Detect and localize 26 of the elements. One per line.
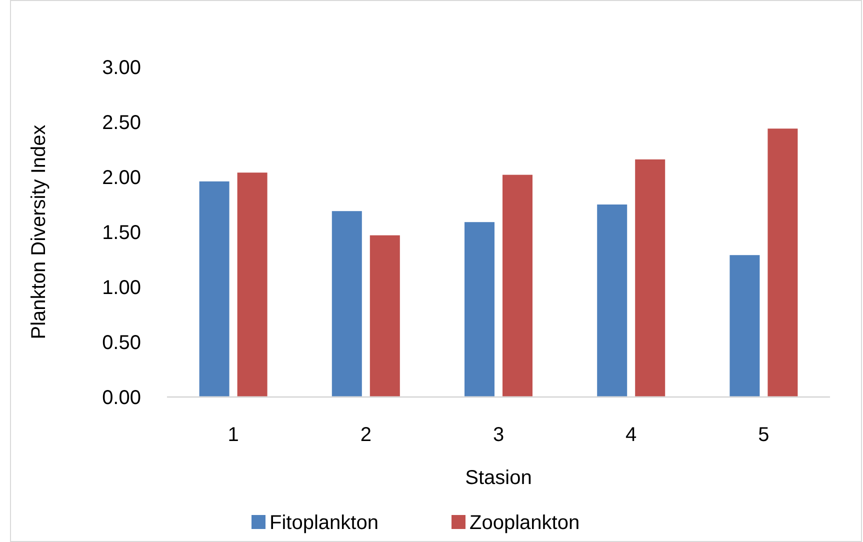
bar [635, 159, 666, 397]
y-tick-label: 3.00 [102, 57, 141, 79]
y-tick-label: 0.00 [102, 387, 141, 409]
bar [464, 222, 494, 397]
x-tick-label: 1 [228, 424, 239, 446]
y-axis-title: Plankton Diversity Index [28, 124, 50, 340]
y-tick-label: 2.00 [102, 167, 141, 189]
x-tick-label: 5 [758, 424, 770, 446]
legend-label: Fitoplankton [270, 512, 378, 534]
bar [199, 181, 230, 397]
bar [597, 204, 628, 397]
bar [332, 211, 362, 397]
bar [502, 174, 532, 397]
bar [370, 235, 400, 397]
bar [730, 255, 760, 397]
y-tick-label: 1.50 [102, 222, 141, 244]
x-axis-title: Stasion [465, 467, 532, 489]
y-tick-label: 2.50 [102, 112, 141, 134]
bar [768, 128, 798, 397]
legend-label: Zooplankton [470, 512, 580, 534]
bar [237, 172, 268, 397]
y-tick-label: 0.50 [102, 332, 141, 354]
x-tick-label: 3 [492, 424, 504, 446]
x-tick-label: 2 [360, 424, 372, 446]
y-tick-label: 1.00 [102, 277, 141, 299]
x-tick-label: 4 [626, 424, 637, 446]
